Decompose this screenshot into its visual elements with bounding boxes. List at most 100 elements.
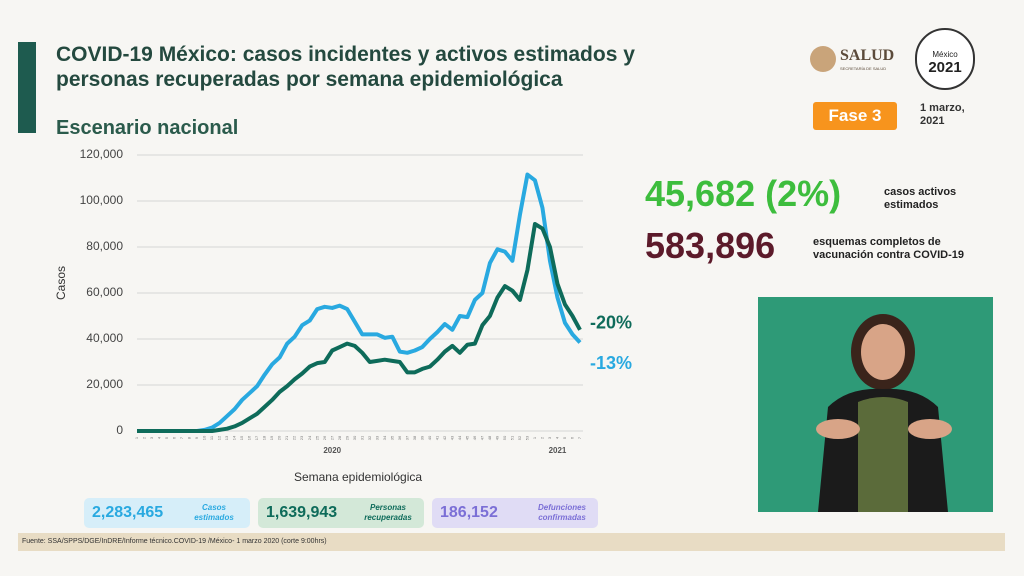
summary-box: 2,283,465 Casos estimados xyxy=(84,498,250,528)
x-axis-label: Semana epidemiológica xyxy=(294,470,422,484)
x-tick-label: 42 xyxy=(442,435,447,440)
summary-value: 2,283,465 xyxy=(92,504,164,521)
x-tick-label: 32 xyxy=(367,435,372,440)
x-tick-label: 52 xyxy=(517,435,522,440)
x-tick-label: 40 xyxy=(427,435,432,440)
x-tick-label: 14 xyxy=(232,435,237,440)
x-tick-label: 20 xyxy=(277,435,282,440)
x-tick-label: 3 xyxy=(547,436,552,439)
x-tick-label: 43 xyxy=(449,435,454,440)
x-tick-label: 24 xyxy=(307,435,312,440)
x-tick-label: 45 xyxy=(464,435,469,440)
y-tick-label: 100,000 xyxy=(80,193,124,207)
x-tick-label: 51 xyxy=(509,435,514,440)
x-tick-label: 8 xyxy=(187,436,192,439)
x-tick-label: 10 xyxy=(202,435,207,440)
x-tick-label: 37 xyxy=(404,435,409,440)
x-tick-label: 28 xyxy=(337,435,342,440)
summary-box: 186,152 Defunciones confirmadas xyxy=(432,498,598,528)
x-tick-label: 47 xyxy=(479,435,484,440)
interpreter xyxy=(816,314,952,512)
x-tick-label: 15 xyxy=(239,435,244,440)
summary-label: Casos estimados xyxy=(194,503,234,522)
x-tick-label: 12 xyxy=(217,435,222,440)
x-tick-label: 29 xyxy=(344,435,349,440)
x-tick-label: 50 xyxy=(502,435,507,440)
x-tick-label: 13 xyxy=(224,435,229,440)
x-tick-label: 35 xyxy=(389,435,394,440)
x-tick-label: 23 xyxy=(299,435,304,440)
y-tick-label: 20,000 xyxy=(86,377,123,391)
series-line xyxy=(137,172,582,433)
x-tick-label: 4 xyxy=(555,436,560,439)
emblem-year: 2021 xyxy=(928,59,962,76)
x-tick-label: 3 xyxy=(149,436,154,439)
summary-label: Defunciones confirmadas xyxy=(537,503,586,522)
x-tick-label: 41 xyxy=(434,435,439,440)
x-group-label: 2021 xyxy=(549,446,567,455)
x-tick-label: 22 xyxy=(292,435,297,440)
x-tick-label: 1 xyxy=(532,436,537,439)
indicator-label: estimados xyxy=(884,199,939,211)
title: COVID-19 México: casos incidentes y acti… xyxy=(56,43,635,66)
video-panel xyxy=(758,297,993,512)
x-tick-label: 2 xyxy=(142,436,147,439)
logo-subtext: SECRETARÍA DE SALUD xyxy=(840,66,887,71)
x-tick-label: 1 xyxy=(134,436,139,439)
indicator-label: esquemas completos de xyxy=(813,236,941,248)
x-tick-label: 34 xyxy=(382,435,387,440)
logo-text: SALUD xyxy=(840,47,895,64)
indicator-label: vacunación contra COVID-19 xyxy=(813,249,964,261)
summary-value: 1,639,943 xyxy=(266,504,338,521)
y-tick-label: 60,000 xyxy=(86,285,123,299)
indicator-label: casos activos xyxy=(884,186,957,198)
accent-bar xyxy=(18,42,36,133)
x-tick-label: 4 xyxy=(157,436,162,439)
series-line xyxy=(137,222,582,433)
phase-badge: Fase 3 xyxy=(813,102,897,130)
y-tick-label: 120,000 xyxy=(80,147,124,161)
x-tick-label: 46 xyxy=(472,435,477,440)
x-tick-label: 33 xyxy=(374,435,379,440)
indicator-value: 45,682 (2%) xyxy=(645,173,842,214)
emblem: México 2021 xyxy=(915,28,975,90)
x-tick-label: 16 xyxy=(247,435,252,440)
x-tick-label: 48 xyxy=(487,435,492,440)
summary-label: Personas recuperadas xyxy=(364,503,412,522)
x-tick-label: 44 xyxy=(457,435,462,440)
x-tick-label: 49 xyxy=(494,435,499,440)
x-tick-label: 11 xyxy=(209,435,214,440)
summary-value: 186,152 xyxy=(440,504,498,521)
summary-box: 1,639,943 Personas recuperadas xyxy=(258,498,424,528)
x-tick-label: 9 xyxy=(194,436,199,439)
x-tick-label: 19 xyxy=(269,435,274,440)
annotation: -13% xyxy=(590,353,632,373)
x-tick-label: 6 xyxy=(570,436,575,439)
x-tick-label: 17 xyxy=(254,435,259,440)
x-tick-label: 25 xyxy=(314,435,319,440)
x-tick-label: 53 xyxy=(525,435,530,440)
y-axis-label: Casos xyxy=(54,266,68,300)
date: 1 marzo, 2021 xyxy=(920,102,965,127)
y-tick-label: 40,000 xyxy=(86,331,123,345)
x-tick-label: 5 xyxy=(562,436,567,439)
x-tick-label: 38 xyxy=(412,435,417,440)
x-tick-label: 7 xyxy=(179,436,184,439)
indicator-value: 583,896 xyxy=(645,225,776,266)
y-tick-label: 0 xyxy=(116,423,123,437)
x-tick-label: 26 xyxy=(322,435,327,440)
emblem-text: México xyxy=(932,50,958,59)
x-tick-label: 30 xyxy=(352,435,357,440)
x-tick-label: 7 xyxy=(577,436,582,439)
logo-icon xyxy=(810,46,836,72)
x-tick-label: 2 xyxy=(540,436,545,439)
x-tick-label: 18 xyxy=(262,435,267,440)
subtitle: Escenario nacional xyxy=(56,117,239,139)
x-tick-label: 31 xyxy=(359,435,364,440)
title: personas recuperadas por semana epidemio… xyxy=(56,68,563,91)
x-tick-label: 36 xyxy=(397,435,402,440)
annotation: -20% xyxy=(590,313,632,333)
x-group-label: 2020 xyxy=(323,446,341,455)
